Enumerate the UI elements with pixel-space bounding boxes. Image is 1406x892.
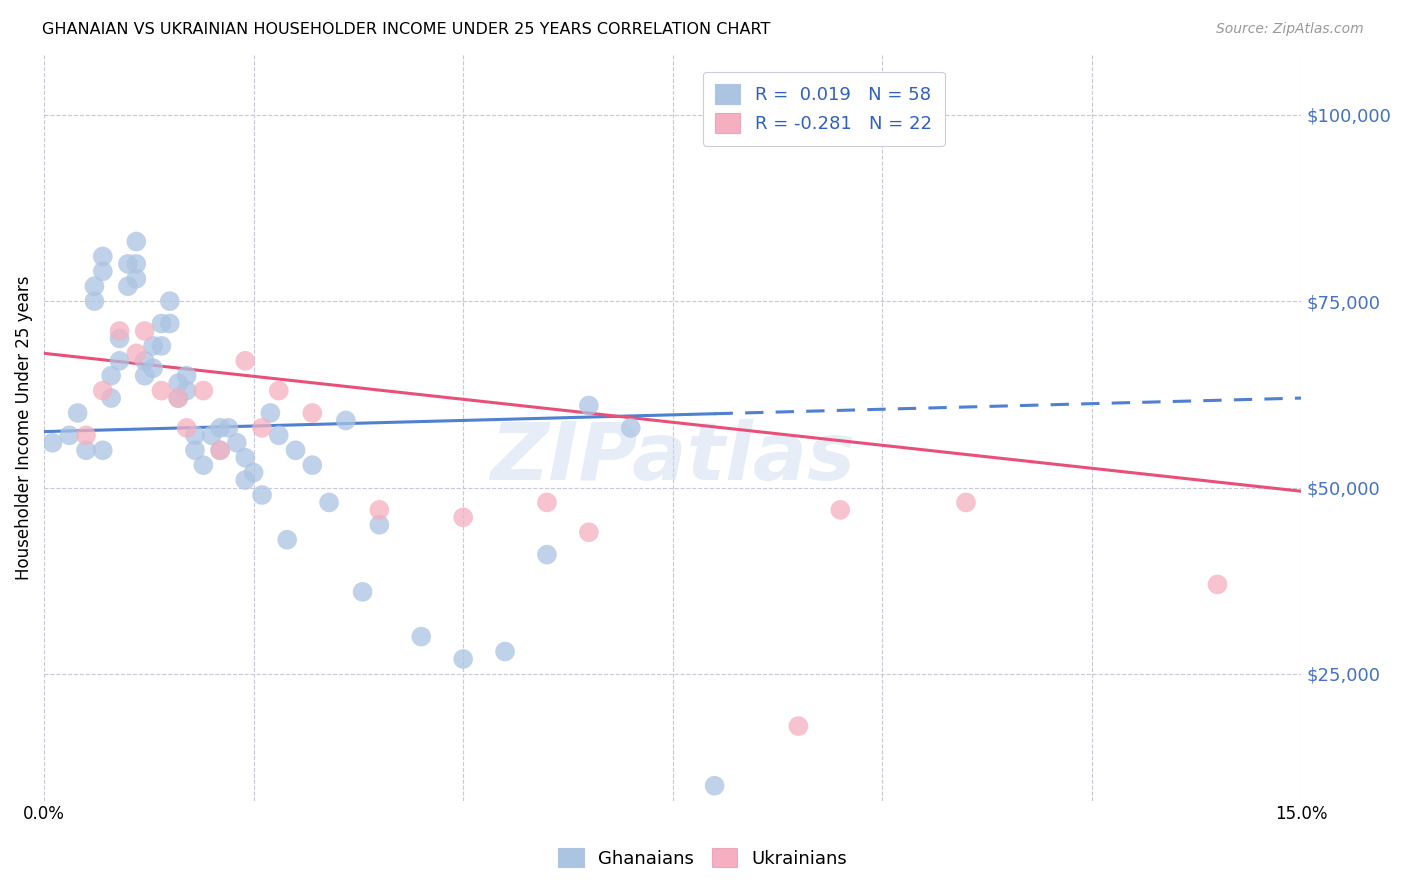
Point	[451, 510, 474, 524]
Point	[91, 264, 114, 278]
Point	[167, 391, 190, 405]
Point	[159, 294, 181, 309]
Point	[242, 466, 264, 480]
Point	[83, 294, 105, 309]
Point	[184, 428, 207, 442]
Point	[955, 495, 977, 509]
Point	[193, 384, 215, 398]
Point	[108, 331, 131, 345]
Text: GHANAIAN VS UKRAINIAN HOUSEHOLDER INCOME UNDER 25 YEARS CORRELATION CHART: GHANAIAN VS UKRAINIAN HOUSEHOLDER INCOME…	[42, 22, 770, 37]
Point	[411, 630, 433, 644]
Point	[451, 652, 474, 666]
Point	[41, 435, 63, 450]
Point	[117, 257, 139, 271]
Point	[108, 324, 131, 338]
Point	[201, 428, 224, 442]
Point	[91, 384, 114, 398]
Point	[225, 435, 247, 450]
Point	[83, 279, 105, 293]
Point	[209, 443, 232, 458]
Point	[209, 421, 232, 435]
Point	[335, 413, 357, 427]
Point	[91, 249, 114, 263]
Y-axis label: Householder Income Under 25 years: Householder Income Under 25 years	[15, 276, 32, 580]
Point	[75, 428, 97, 442]
Point	[830, 503, 852, 517]
Text: ZIPatlas: ZIPatlas	[491, 418, 855, 497]
Point	[134, 353, 156, 368]
Point	[176, 421, 198, 435]
Text: Source: ZipAtlas.com: Source: ZipAtlas.com	[1216, 22, 1364, 37]
Point	[150, 339, 173, 353]
Legend: R =  0.019   N = 58, R = -0.281   N = 22: R = 0.019 N = 58, R = -0.281 N = 22	[703, 71, 945, 145]
Point	[142, 361, 165, 376]
Point	[150, 317, 173, 331]
Point	[108, 353, 131, 368]
Point	[176, 368, 198, 383]
Point	[100, 391, 122, 405]
Point	[233, 450, 256, 465]
Point	[267, 428, 290, 442]
Point	[176, 384, 198, 398]
Point	[536, 548, 558, 562]
Legend: Ghanaians, Ukrainians: Ghanaians, Ukrainians	[547, 837, 859, 879]
Point	[134, 368, 156, 383]
Point	[368, 503, 391, 517]
Point	[318, 495, 340, 509]
Point	[352, 585, 374, 599]
Point	[578, 525, 600, 540]
Point	[284, 443, 307, 458]
Point	[301, 406, 323, 420]
Point	[233, 473, 256, 487]
Point	[494, 644, 516, 658]
Point	[66, 406, 89, 420]
Point	[368, 517, 391, 532]
Point	[117, 279, 139, 293]
Point	[159, 317, 181, 331]
Point	[134, 324, 156, 338]
Point	[184, 443, 207, 458]
Point	[167, 391, 190, 405]
Point	[125, 257, 148, 271]
Point	[703, 779, 725, 793]
Point	[142, 339, 165, 353]
Point	[301, 458, 323, 472]
Point	[100, 368, 122, 383]
Point	[125, 346, 148, 360]
Point	[250, 488, 273, 502]
Point	[276, 533, 298, 547]
Point	[167, 376, 190, 391]
Point	[125, 272, 148, 286]
Point	[620, 421, 643, 435]
Point	[125, 235, 148, 249]
Point	[193, 458, 215, 472]
Point	[233, 353, 256, 368]
Point	[58, 428, 80, 442]
Point	[75, 443, 97, 458]
Point	[218, 421, 240, 435]
Point	[150, 384, 173, 398]
Point	[209, 443, 232, 458]
Point	[787, 719, 810, 733]
Point	[250, 421, 273, 435]
Point	[259, 406, 281, 420]
Point	[91, 443, 114, 458]
Point	[578, 399, 600, 413]
Point	[267, 384, 290, 398]
Point	[1206, 577, 1229, 591]
Point	[536, 495, 558, 509]
